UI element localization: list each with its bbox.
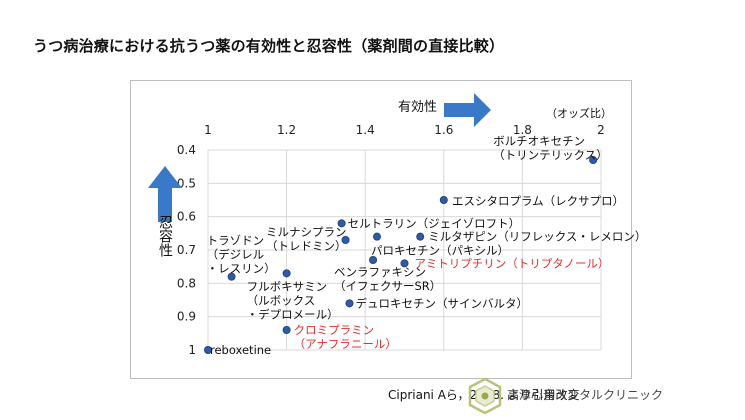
data-point-label-line: （イフェクサーSR） [334,279,441,293]
data-point [282,325,291,334]
data-point-label-line: パロキセチン（パキシル） [371,244,509,258]
x-tick-label: 1.8 [513,123,532,137]
y-tick-label: 0.7 [177,243,196,257]
data-point-label-line: クロミプラミン [294,323,375,337]
data-point-label: トラゾドン（デジレル・レスリン） [207,234,276,276]
data-point-label-line: （トリンテリックス） [493,148,608,162]
data-point-label-line: ベンラファキシン [334,265,426,279]
y-tick-label: 0.9 [177,310,196,324]
data-point [372,232,381,241]
data-point-label: ベンラファキシン（イフェクサーSR） [334,265,441,293]
data-point-label-line: フルボキサミン [247,279,328,293]
data-point-label: ボルチオキセチン（トリンテリックス） [493,134,608,162]
data-point-label: セルトラリン（ジェイゾロフト） [348,216,521,230]
data-point-label: デュロキセチン（サインバルタ） [355,296,527,310]
data-point-label: エスシタロプラム（レクサプロ） [452,194,624,208]
y-tick-label: 0.6 [177,210,196,224]
data-point-label-line: reboxetine [210,343,271,357]
x-tick-label: 1.6 [434,123,453,137]
data-point-label: ミルナシプラン（トレドミン） [266,225,347,253]
data-point [337,219,346,228]
data-point-label-line: ・レスリン） [207,262,276,276]
y-tick-label: 0.5 [177,176,196,190]
data-point-label: reboxetine [210,343,271,357]
data-point-label-line: セルトラリン（ジェイゾロフト） [348,216,521,230]
data-point [589,155,598,164]
y-axis-label: 忍容性 [157,215,173,257]
data-point-label-line: ・デプロメール） [247,307,339,321]
x-tick-label: 1.2 [277,123,296,137]
data-point-label: パロキセチン（パキシル） [371,244,509,258]
x-axis-label: 有効性 [398,100,437,115]
data-point-label-line: （トレドミン） [266,239,347,253]
y-tick-label: 0.4 [177,143,196,157]
x-axis-arrow-icon [444,93,491,127]
y-tick-label: 1 [188,343,196,357]
x-axis-unit: （オッズ比） [546,106,612,120]
y-tick-label: 0.8 [177,276,196,290]
x-tick-label: 2 [597,123,605,137]
data-point-label-line: ボルチオキセチン [493,134,585,148]
data-point [203,345,212,354]
x-tick-label: 1 [204,123,212,137]
data-point [341,235,350,244]
data-point-label-line: デュロキセチン（サインバルタ） [355,296,527,310]
data-point [345,299,354,308]
data-point [400,259,409,268]
clinic-logo-icon [468,377,502,415]
x-tick-label: 1.4 [356,123,375,137]
chart-title: うつ病治療における抗うつ薬の有効性と忍容性（薬剤間の直接比較） [33,37,505,55]
data-point [369,255,378,264]
data-point-label: クロミプラミン（アナフラニール） [294,323,397,351]
data-point-label-line: （ルボックス [247,293,316,307]
data-point-label-line: トラゾドン [207,234,265,248]
data-point [282,269,291,278]
clinic-name: 高津心音メンタルクリニック [507,388,664,402]
data-point-label: ミルタザピン（リフレックス・レメロン） [428,230,646,244]
chart-frame [130,80,632,379]
data-point [227,272,236,281]
data-point-label-line: ミルナシプラン [266,225,347,239]
y-axis-arrow-icon [148,166,182,222]
data-point-label-line: （アナフラニール） [294,337,397,351]
data-point-label-line: アミトリプチリン（トリプタノール） [415,256,610,270]
data-point-label-line: （デジレル [207,248,265,262]
data-point-label-line: エスシタロプラム（レクサプロ） [452,194,624,208]
data-point-label: フルボキサミン（ルボックス・デプロメール） [247,279,339,321]
data-point-label: アミトリプチリン（トリプタノール） [415,256,610,270]
data-point [416,232,425,241]
data-point [439,195,448,204]
data-point-label-line: ミルタザピン（リフレックス・レメロン） [428,230,646,244]
